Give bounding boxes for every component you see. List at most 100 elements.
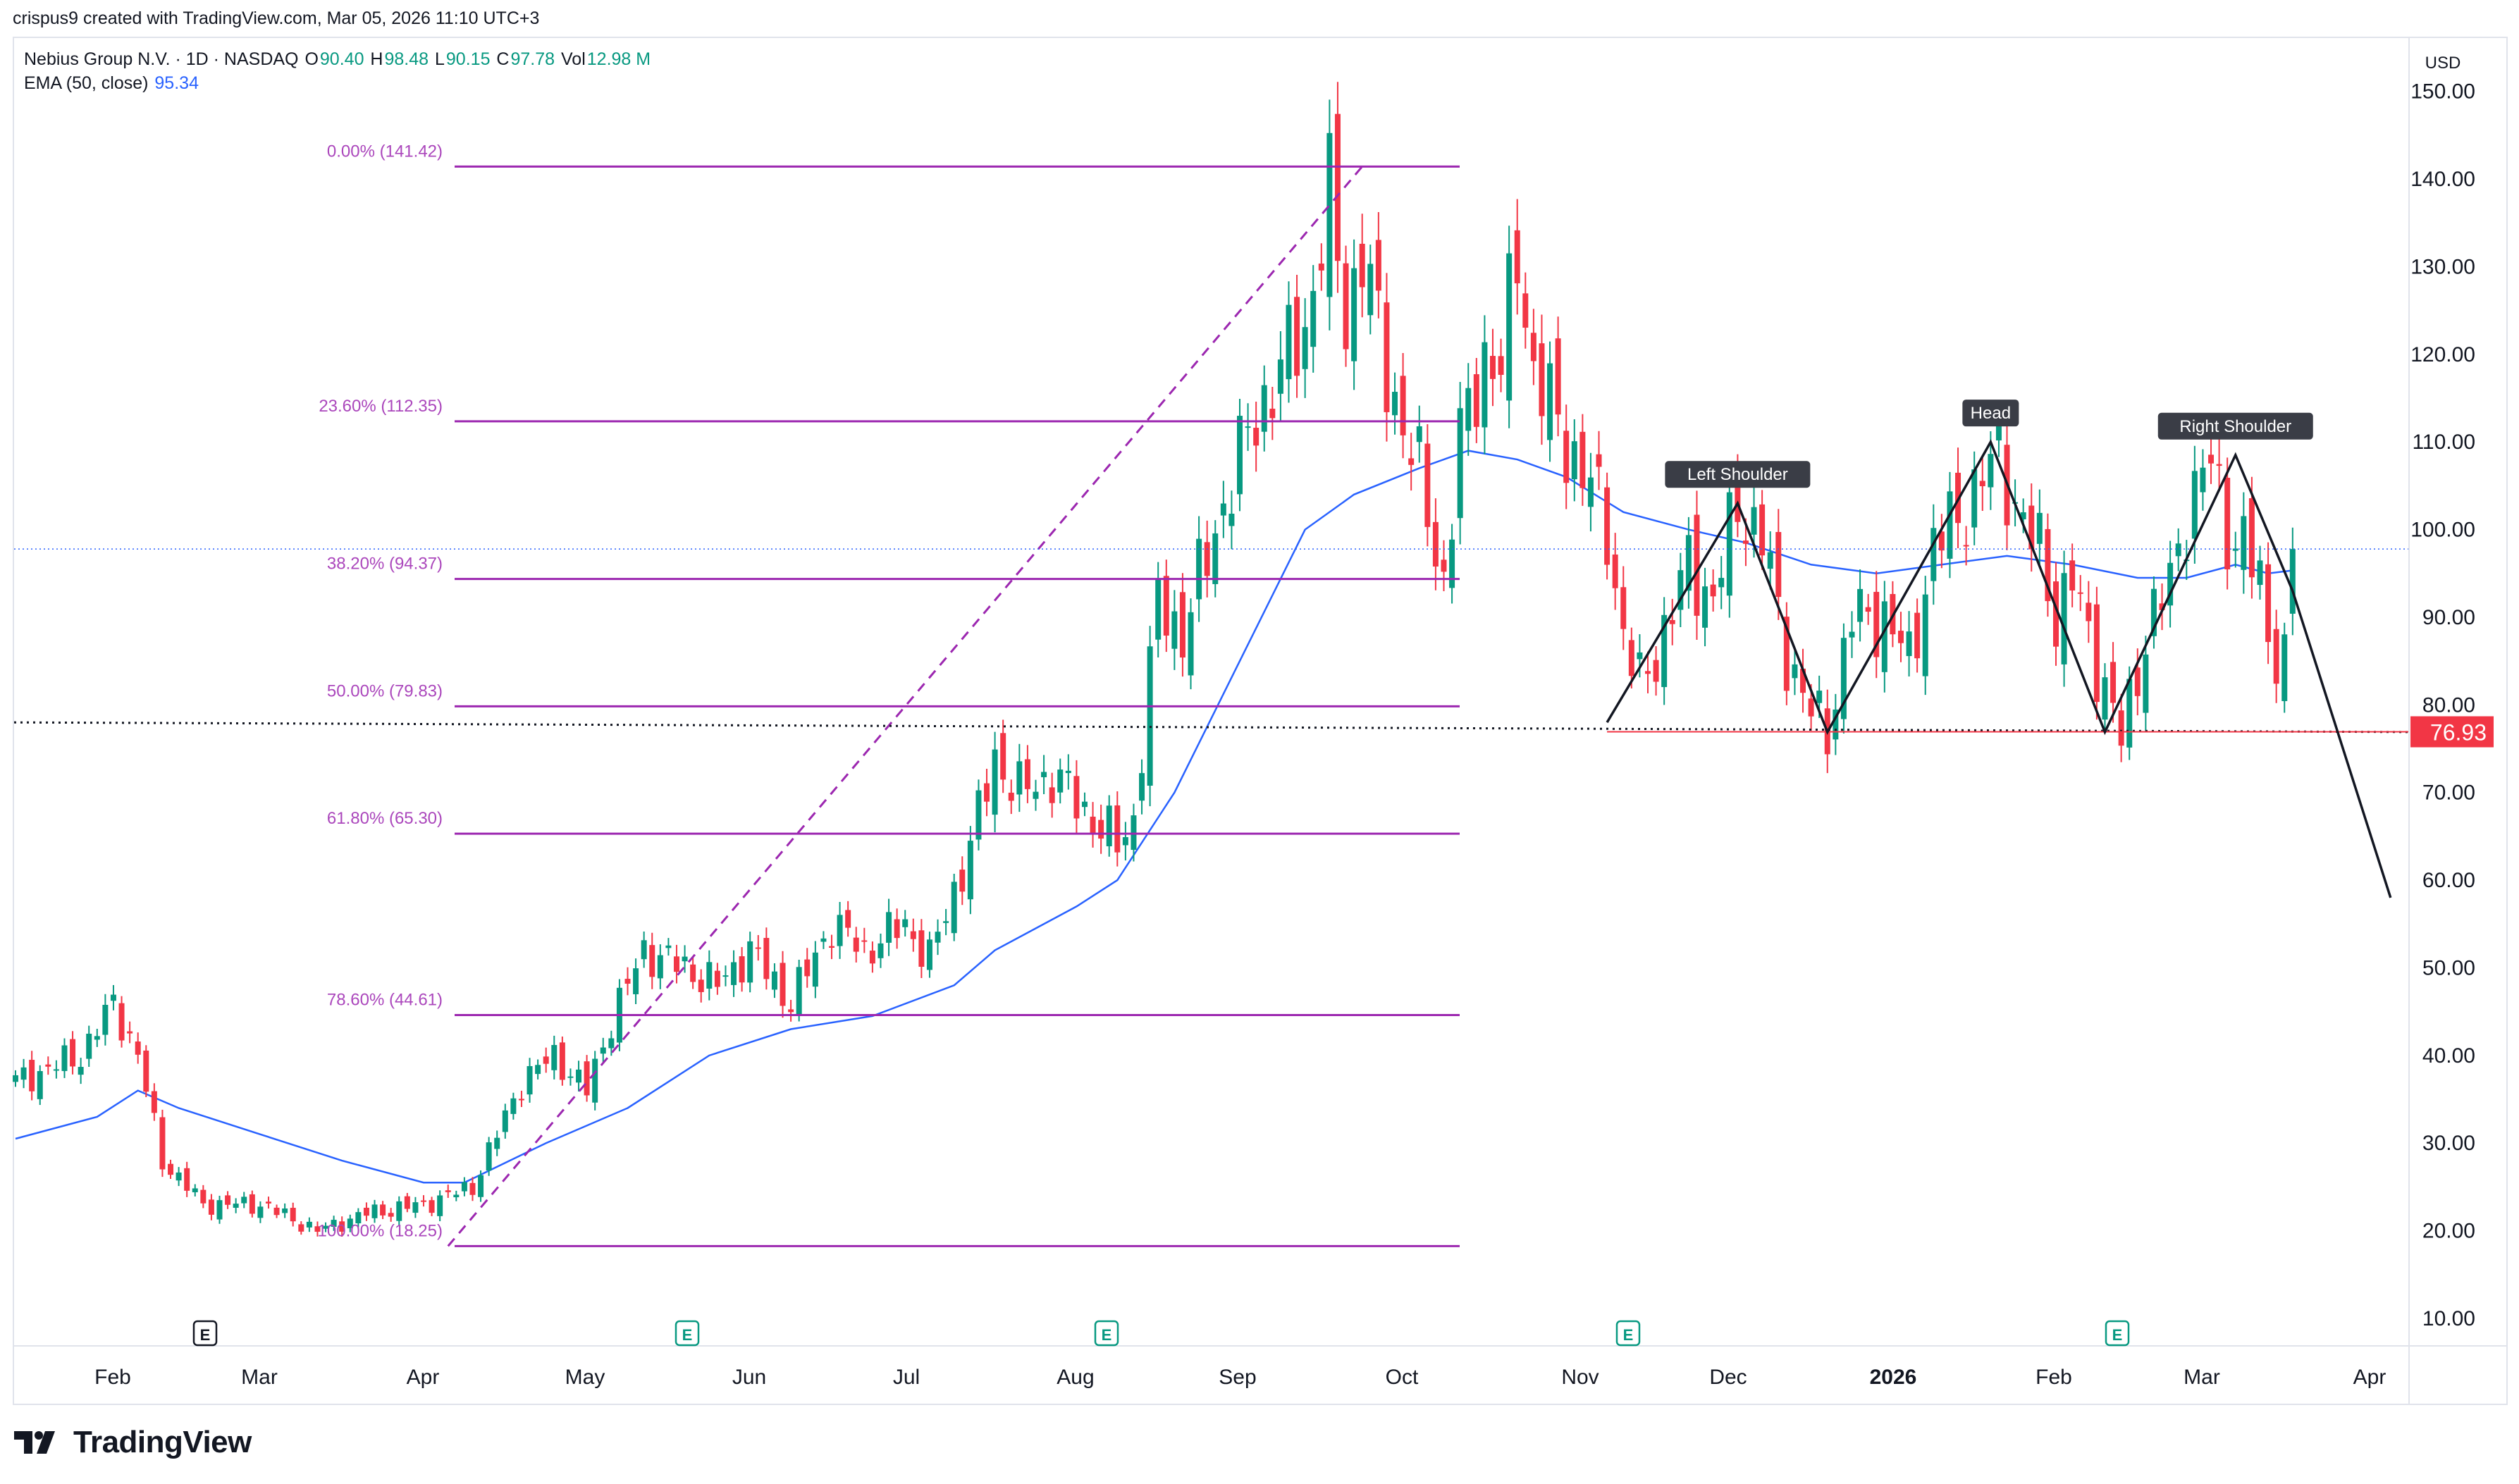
candle[interactable] xyxy=(902,910,909,937)
candle[interactable] xyxy=(2224,457,2231,590)
candle[interactable] xyxy=(698,969,704,1003)
candle[interactable] xyxy=(1669,598,1675,645)
candle[interactable] xyxy=(1661,597,1668,705)
candle[interactable] xyxy=(2053,562,2059,666)
candle[interactable] xyxy=(61,1038,68,1078)
candle[interactable] xyxy=(1041,755,1047,795)
candle[interactable] xyxy=(1694,490,1700,640)
candle[interactable] xyxy=(151,1083,157,1121)
candle[interactable] xyxy=(1702,567,1708,647)
candle[interactable] xyxy=(1384,273,1390,442)
candle[interactable] xyxy=(1424,424,1431,547)
candle[interactable] xyxy=(690,957,696,989)
candle[interactable] xyxy=(2036,489,2043,568)
candle[interactable] xyxy=(94,1028,100,1047)
candle[interactable] xyxy=(110,984,116,1010)
candle[interactable] xyxy=(306,1217,312,1232)
candle[interactable] xyxy=(2248,476,2255,599)
candle[interactable] xyxy=(127,1021,133,1044)
candle[interactable] xyxy=(747,932,753,993)
pattern-label[interactable]: Right Shoulder xyxy=(2157,412,2313,440)
candle[interactable] xyxy=(796,959,802,1022)
earnings-marker[interactable]: E xyxy=(675,1320,700,1347)
candle[interactable] xyxy=(70,1031,76,1075)
candle[interactable] xyxy=(1400,352,1406,459)
candle[interactable] xyxy=(869,941,875,973)
candle[interactable] xyxy=(1783,602,1790,705)
candle[interactable] xyxy=(1147,626,1153,807)
currency-button[interactable]: USD xyxy=(2409,48,2477,79)
candle[interactable] xyxy=(1498,338,1504,392)
candle[interactable] xyxy=(355,1208,362,1228)
candle[interactable] xyxy=(53,1060,59,1079)
candle[interactable] xyxy=(1057,758,1064,804)
candle[interactable] xyxy=(1873,571,1880,679)
candle[interactable] xyxy=(1212,520,1219,598)
candle[interactable] xyxy=(780,951,786,1018)
candle[interactable] xyxy=(421,1195,426,1207)
candle[interactable] xyxy=(396,1196,402,1226)
candle[interactable] xyxy=(208,1194,214,1220)
candle[interactable] xyxy=(1375,212,1381,319)
symbol-title[interactable]: Nebius Group N.V. · 1D · NASDAQ xyxy=(24,49,299,69)
ema-line[interactable] xyxy=(15,450,2293,1184)
candle[interactable] xyxy=(2093,586,2100,720)
candle[interactable] xyxy=(535,1059,541,1080)
candle[interactable] xyxy=(633,958,639,1004)
candle[interactable] xyxy=(935,919,941,956)
candle[interactable] xyxy=(1049,772,1055,818)
candle[interactable] xyxy=(1106,795,1112,857)
candle[interactable] xyxy=(2061,550,2067,687)
candle[interactable] xyxy=(1122,822,1128,861)
candle[interactable] xyxy=(673,944,679,984)
candle[interactable] xyxy=(2257,545,2263,600)
candle[interactable] xyxy=(1220,481,1226,538)
candle[interactable] xyxy=(1840,623,1847,734)
candle[interactable] xyxy=(445,1185,451,1198)
ema-legend[interactable]: EMA (50, close) 95.34 xyxy=(24,73,200,94)
candle[interactable] xyxy=(1179,573,1185,677)
candle[interactable] xyxy=(273,1204,280,1218)
candle[interactable] xyxy=(1131,803,1137,862)
candle[interactable] xyxy=(1000,719,1006,793)
candle[interactable] xyxy=(771,963,777,998)
candle[interactable] xyxy=(118,996,125,1048)
candle[interactable] xyxy=(1261,365,1267,452)
candle[interactable] xyxy=(1457,381,1463,545)
candle[interactable] xyxy=(2110,642,2117,723)
candle[interactable] xyxy=(804,948,811,988)
candle[interactable] xyxy=(1188,598,1194,690)
candle[interactable] xyxy=(1139,759,1145,815)
candle[interactable] xyxy=(894,908,900,949)
candle[interactable] xyxy=(755,934,761,961)
candle[interactable] xyxy=(314,1221,321,1237)
candle[interactable] xyxy=(2167,540,2174,628)
candle[interactable] xyxy=(1530,309,1536,385)
candle[interactable] xyxy=(1922,576,1928,695)
candle[interactable] xyxy=(926,932,932,978)
candle[interactable] xyxy=(380,1201,386,1220)
candle[interactable] xyxy=(910,918,916,952)
candle[interactable] xyxy=(722,965,729,987)
candle[interactable] xyxy=(518,1090,524,1108)
candle[interactable] xyxy=(2134,648,2141,716)
candle[interactable] xyxy=(877,933,884,968)
candle[interactable] xyxy=(298,1221,304,1235)
candle[interactable] xyxy=(1775,509,1782,620)
candle[interactable] xyxy=(1596,431,1602,490)
candle[interactable] xyxy=(861,927,868,953)
candle[interactable] xyxy=(1033,779,1039,811)
candle[interactable] xyxy=(1653,646,1659,696)
candle[interactable] xyxy=(1571,419,1577,502)
candle[interactable] xyxy=(412,1197,419,1218)
candle[interactable] xyxy=(608,1030,615,1056)
candle[interactable] xyxy=(102,994,109,1046)
candle[interactable] xyxy=(1432,498,1439,590)
candle[interactable] xyxy=(282,1203,288,1218)
candle[interactable] xyxy=(1326,99,1333,330)
candle[interactable] xyxy=(641,931,647,968)
earnings-marker[interactable]: E xyxy=(1094,1320,1119,1347)
candle[interactable] xyxy=(1253,401,1260,472)
candle[interactable] xyxy=(2208,434,2215,484)
